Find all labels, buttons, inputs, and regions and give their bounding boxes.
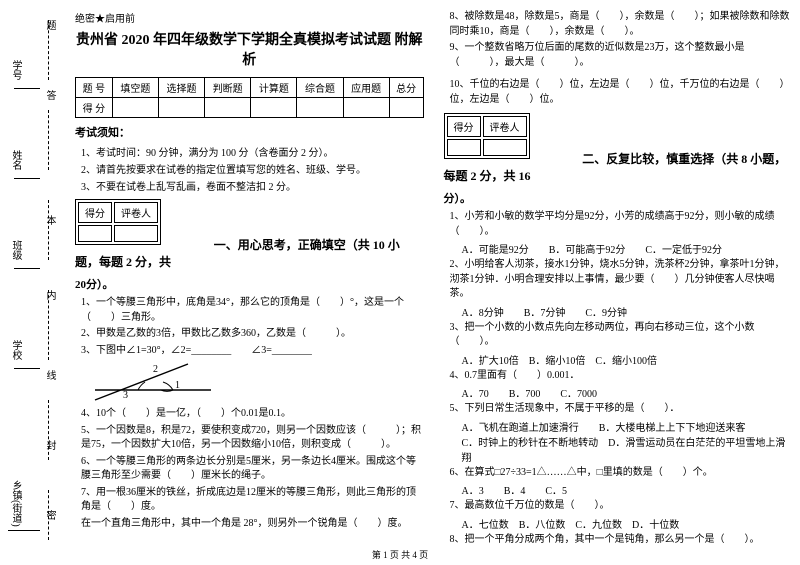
strip-underline [8, 530, 40, 531]
strip-underline [14, 88, 40, 89]
seal-line-char: 题 [42, 20, 57, 30]
notice-item: 3、不要在试卷上乱写乱画，卷面不整洁扣 2 分。 [81, 178, 424, 193]
options: A．70 B．700 C．7000 [462, 385, 793, 400]
question: 7、最高数位千万位的数是（ ）。 [450, 499, 793, 514]
question: 8、把一个平角分成两个角，其中一个是钝角，那么另一个是（ ）。 [450, 533, 793, 548]
notice-item: 1、考试时间：90 分钟，满分为 100 分（含卷面分 2 分）。 [81, 144, 424, 159]
options: A．可能是92分 B．可能高于92分 C．一定低于92分 [462, 241, 793, 256]
question: 6、一个等腰三角形的两条边长分别是5厘米，另一条边长4厘米。围成这个等腰三角形至… [81, 455, 424, 484]
notice-heading: 考试须知： [75, 124, 424, 140]
strip-underline [14, 178, 40, 179]
strip-label: 学号 [8, 60, 23, 80]
question: 6、在算式□27÷33=1△……△中，□里填的数是（ ）个。 [450, 466, 793, 481]
question: 5、一个因数是8，积是72，要使积变成720，则另一个因数应该（ ）；积是75，… [81, 424, 424, 453]
score-table: 题 号 填空题 选择题 判断题 计算题 综合题 应用题 总分 得 分 [75, 77, 424, 118]
question: 4、10个（ ）是一亿，（ ）个0.01是0.1。 [81, 407, 424, 422]
secret-label: 绝密★启用前 [75, 10, 424, 25]
strip-label: 姓名 [8, 150, 23, 170]
question: 4、0.7里面有（ ）0.001． [450, 369, 793, 384]
strip-underline [14, 368, 40, 369]
strip-label: 学校 [8, 340, 23, 360]
question: 9、一个整数省略万位后面的尾数的近似数是23万，这个整数最小是（ ），最大是（ … [450, 41, 793, 70]
seal-line-char: 答 [42, 90, 57, 100]
dash-segment [48, 200, 49, 260]
options: A．飞机在跑道上加速滑行 B．大楼电梯上上下下地迎送来客C．时钟上的秒针在不断地… [462, 419, 793, 464]
question: 1、一个等腰三角形中，底角是34°，那么它的顶角是（ ）°，这是一个（ ）三角形… [81, 296, 424, 325]
question: 3、下图中∠1=30°，∠2=________ ∠3=________ [81, 344, 424, 359]
dash-segment [48, 400, 49, 460]
question: 2、小明给客人沏茶，接水1分钟，烧水5分钟，洗茶杯2分钟，拿茶叶1分钟，沏茶1分… [450, 258, 793, 302]
question: 3、把一个小数的小数点先向左移动两位，再向右移动三位，这个小数（ ）。 [450, 321, 793, 350]
angle-label-2: 2 [153, 364, 158, 375]
options: A．七位数 B．八位数 C．九位数 D．十位数 [462, 516, 793, 531]
seal-line-char: 线 [42, 370, 57, 380]
seal-line-char: 封 [42, 440, 57, 450]
page-footer: 第 1 页 共 4 页 [0, 548, 800, 561]
exam-title: 贵州省 2020 年四年级数学下学期全真模拟考试试题 附解析 [75, 29, 424, 69]
question: 7、用一根36厘米的铁丝，折成底边是12厘米的等腰三角形，则此三角形的顶角是（ … [81, 486, 424, 515]
seal-line-char: 内 [42, 290, 57, 300]
options: A．3 B．4 C．5 [462, 482, 793, 497]
score-header-row: 题 号 填空题 选择题 判断题 计算题 综合题 应用题 总分 [76, 78, 424, 98]
section-score-box: 得分评卷人 [444, 113, 530, 159]
question: 5、下列日常生活现象中，不属于平移的是（ ）． [450, 402, 793, 417]
dash-segment [48, 110, 49, 170]
question: 10、千位的右边是（ ）位，左边是（ ）位，千万位的右边是（ ）位，左边是（ ）… [450, 78, 793, 107]
strip-label: 班级 [8, 240, 23, 260]
section-2-points: 分）。 [444, 190, 793, 206]
binding-strip: 学号姓名班级学校乡镇(街道) 题答本内线封密 [0, 0, 70, 560]
question: 1、小芳和小敏的数学平均分是92分，小芳的成绩高于92分，则小敏的成绩（ ）。 [450, 210, 793, 239]
strip-underline [14, 268, 40, 269]
question: 在一个直角三角形中，其中一个角是 28°，则另外一个锐角是（ ）度。 [81, 517, 424, 532]
angle-label-1: 1 [175, 380, 180, 391]
section-1-points: 20分）。 [75, 276, 424, 292]
seal-line-char: 本 [42, 215, 57, 225]
seal-line-char: 密 [42, 510, 57, 520]
section-score-box: 得分评卷人 [75, 199, 161, 245]
options: A．8分钟 B．7分钟 C．9分钟 [462, 304, 793, 319]
exam-content: 绝密★启用前 贵州省 2020 年四年级数学下学期全真模拟考试试题 附解析 题 … [75, 10, 792, 555]
options: A．扩大10倍 B．缩小10倍 C．缩小100倍 [462, 352, 793, 367]
score-value-row: 得 分 [76, 98, 424, 118]
question: 8、被除数是48，除数是5，商是（ ），余数是（ ）；如果被除数和除数同时乘10… [450, 10, 793, 39]
angle-label-3: 3 [123, 390, 128, 401]
angle-figure: 3 2 1 [93, 360, 424, 405]
dash-segment [48, 290, 49, 360]
notice-item: 2、请首先按要求在试卷的指定位置填写您的姓名、班级、学号。 [81, 161, 424, 176]
question: 2、甲数是乙数的3倍，甲数比乙数多360，乙数是（ ）。 [81, 327, 424, 342]
strip-label: 乡镇(街道) [8, 480, 23, 527]
